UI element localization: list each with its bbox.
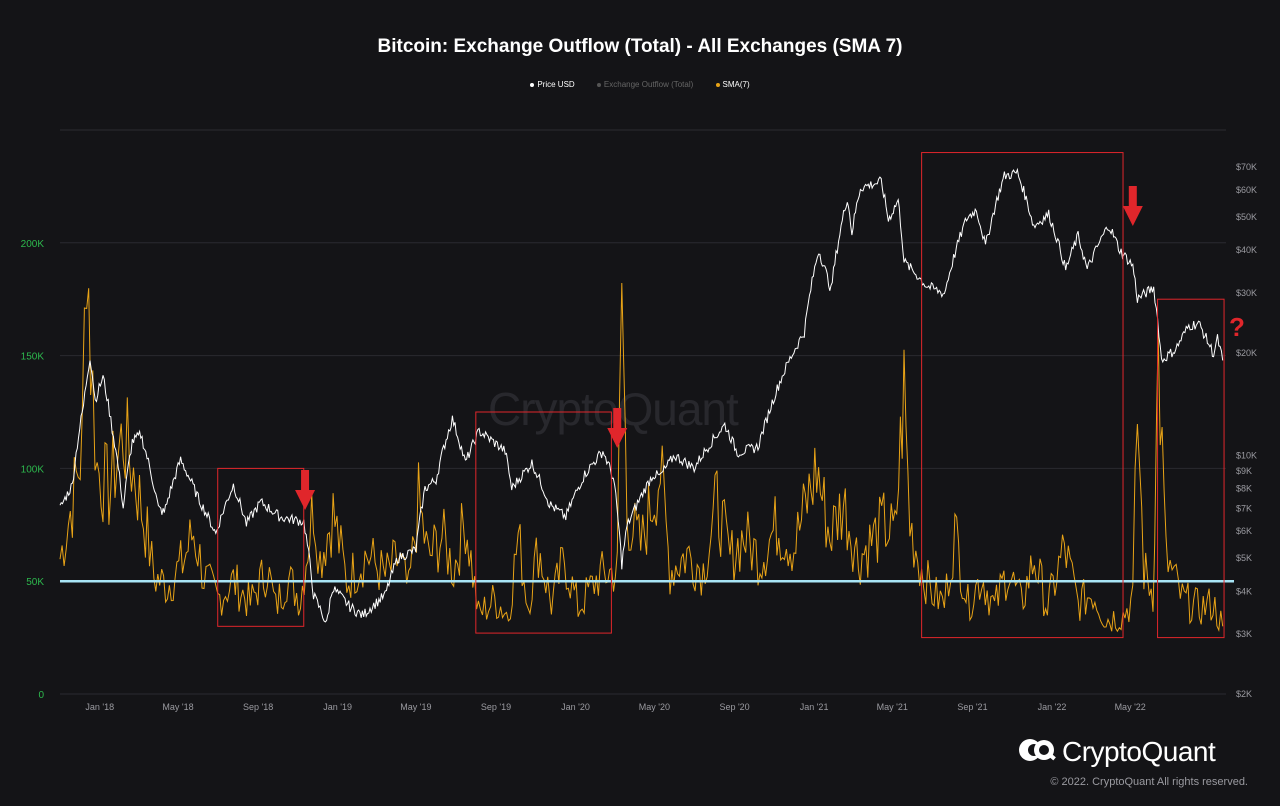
- x-tick-label: Sep '18: [243, 702, 273, 712]
- annotation-arrow-head: [1122, 206, 1143, 226]
- brand-name: CryptoQuant: [1062, 736, 1216, 767]
- x-tick-label: Sep '21: [957, 702, 987, 712]
- right-tick-label: $10K: [1236, 451, 1257, 461]
- left-tick-label: 50K: [26, 577, 44, 588]
- x-tick-label: Jan '18: [85, 702, 114, 712]
- right-tick-label: $40K: [1236, 245, 1257, 255]
- right-tick-label: $6K: [1236, 526, 1252, 536]
- annotation-box: [1157, 298, 1225, 639]
- annotation-box: [921, 152, 1124, 639]
- copyright-text: © 2022. CryptoQuant All rights reserved.: [1050, 776, 1248, 788]
- left-tick-label: 0: [38, 690, 44, 701]
- annotation-arrow-shaft: [1128, 186, 1137, 206]
- legend-item-sma[interactable]: SMA(7): [715, 80, 750, 89]
- legend-label-outflow: Exchange Outflow (Total): [603, 80, 694, 89]
- annotation-box: [217, 467, 305, 627]
- left-tick-label: 100K: [21, 464, 45, 475]
- legend-dot-sma: [715, 82, 720, 87]
- x-tick-label: Jan '20: [561, 702, 590, 712]
- x-tick-label: May '19: [400, 702, 431, 712]
- annotation-question-mark: ?: [1229, 312, 1245, 342]
- legend-dot-price: [530, 82, 535, 87]
- x-tick-label: May '20: [639, 702, 670, 712]
- annotation-box: [475, 411, 612, 634]
- right-tick-label: $2K: [1236, 689, 1252, 699]
- right-tick-label: $3K: [1236, 629, 1252, 639]
- x-tick-label: May '18: [162, 702, 193, 712]
- legend: Price USD Exchange Outflow (Total) SMA(7…: [0, 80, 1280, 89]
- right-tick-label: $4K: [1236, 586, 1252, 596]
- annotation-arrow-head: [607, 428, 628, 448]
- x-tick-label: May '21: [877, 702, 908, 712]
- legend-label-sma: SMA(7): [722, 80, 750, 89]
- x-tick-label: Jan '21: [800, 702, 829, 712]
- right-tick-label: $70K: [1236, 162, 1257, 172]
- annotation-arrow-head: [295, 490, 316, 510]
- annotation-arrow-shaft: [301, 470, 310, 490]
- right-tick-label: $7K: [1236, 503, 1252, 513]
- legend-label-price: Price USD: [537, 80, 575, 89]
- x-tick-label: Sep '19: [481, 702, 511, 712]
- left-tick-label: 150K: [21, 352, 45, 363]
- chart-title: Bitcoin: Exchange Outflow (Total) - All …: [377, 36, 903, 57]
- x-tick-label: Jan '22: [1038, 702, 1067, 712]
- legend-item-price[interactable]: Price USD: [530, 80, 575, 89]
- right-tick-label: $60K: [1236, 185, 1257, 195]
- right-tick-label: $20K: [1236, 348, 1257, 358]
- x-tick-label: May '22: [1115, 702, 1146, 712]
- cryptoquant-logo-icon: [1018, 737, 1056, 770]
- brand-logo: CryptoQuant: [1018, 736, 1216, 770]
- legend-item-outflow[interactable]: Exchange Outflow (Total): [596, 80, 694, 89]
- right-tick-label: $30K: [1236, 288, 1257, 298]
- x-tick-label: Jan '19: [323, 702, 352, 712]
- series-price-line: [59, 167, 1224, 623]
- series-sma7-line: [59, 282, 1224, 633]
- annotation-arrow-shaft: [613, 408, 622, 428]
- legend-dot-outflow: [596, 82, 601, 87]
- left-tick-label: 200K: [21, 239, 45, 250]
- right-tick-label: $9K: [1236, 466, 1252, 476]
- right-tick-label: $8K: [1236, 484, 1252, 494]
- right-tick-label: $50K: [1236, 212, 1257, 222]
- x-tick-label: Sep '20: [719, 702, 749, 712]
- right-tick-label: $5K: [1236, 553, 1252, 563]
